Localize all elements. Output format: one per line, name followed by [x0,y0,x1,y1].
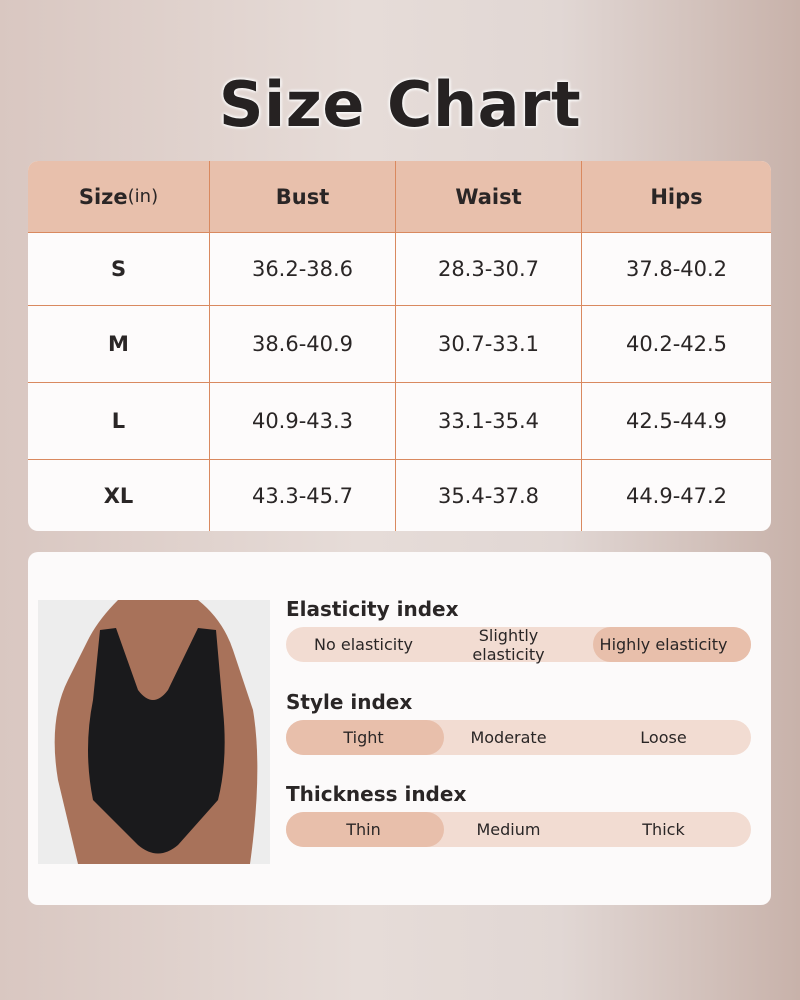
header-bust: Bust [210,161,396,232]
table-row: XL 43.3-45.7 35.4-37.8 44.9-47.2 [28,460,771,531]
waist-cell: 28.3-30.7 [396,233,582,305]
table-row: L 40.9-43.3 33.1-35.4 42.5-44.9 [28,383,771,460]
header-hips: Hips [650,184,703,209]
option-loose: Loose [640,728,687,747]
thickness-label: Thickness index [286,782,467,806]
hips-cell: 42.5-44.9 [625,409,728,433]
option-tight: Tight [343,728,384,747]
elasticity-scale: No elasticity Slightly elasticity Highly… [286,625,751,664]
option-no-elasticity: No elasticity [314,635,413,654]
style-label: Style index [286,690,413,714]
table-row: S 36.2-38.6 28.3-30.7 37.8-40.2 [28,233,771,306]
selected-highlight [593,627,751,662]
hips-cell: 40.2-42.5 [625,332,728,356]
style-scale: Tight Moderate Loose [286,720,751,755]
elasticity-label: Elasticity index [286,597,459,621]
size-cell: L [28,383,210,459]
header-size: Size (in) [28,161,210,232]
bust-cell: 43.3-45.7 [210,460,396,531]
option-moderate: Moderate [470,728,547,747]
option-slightly-elasticity: Slightly elasticity [472,625,545,664]
size-cell: M [28,306,210,382]
fabric-index-card: Elasticity index No elasticity Slightly … [28,552,771,905]
style-index: Style index Tight Moderate Loose [286,690,751,755]
hips-cell: 44.9-47.2 [625,483,728,508]
bust-cell: 36.2-38.6 [210,233,396,305]
option-medium: Medium [476,820,541,839]
header-waist: Waist [396,161,582,232]
bust-cell: 40.9-43.3 [210,383,396,459]
bust-cell: 38.6-40.9 [210,306,396,382]
product-photo [38,600,270,864]
option-thick: Thick [642,820,685,839]
hips-cell: 37.8-40.2 [625,257,728,281]
thickness-scale: Thin Medium Thick [286,812,751,847]
size-cell: S [28,233,210,305]
elasticity-index: Elasticity index No elasticity Slightly … [286,597,751,664]
size-table: Size (in) Bust Waist Hips S 36.2-38.6 28.… [28,161,771,531]
waist-cell: 33.1-35.4 [396,383,582,459]
size-cell: XL [28,460,210,531]
table-header: Size (in) Bust Waist Hips [28,161,771,233]
waist-cell: 30.7-33.1 [396,306,582,382]
selected-highlight [286,812,444,847]
thickness-index: Thickness index Thin Medium Thick [286,782,751,847]
option-thin: Thin [346,820,381,839]
selected-highlight [286,720,444,755]
option-highly-elasticity: Highly elasticity [599,635,728,654]
table-row: M 38.6-40.9 30.7-33.1 40.2-42.5 [28,306,771,383]
page-title: Size Chart [218,68,582,141]
waist-cell: 35.4-37.8 [396,460,582,531]
